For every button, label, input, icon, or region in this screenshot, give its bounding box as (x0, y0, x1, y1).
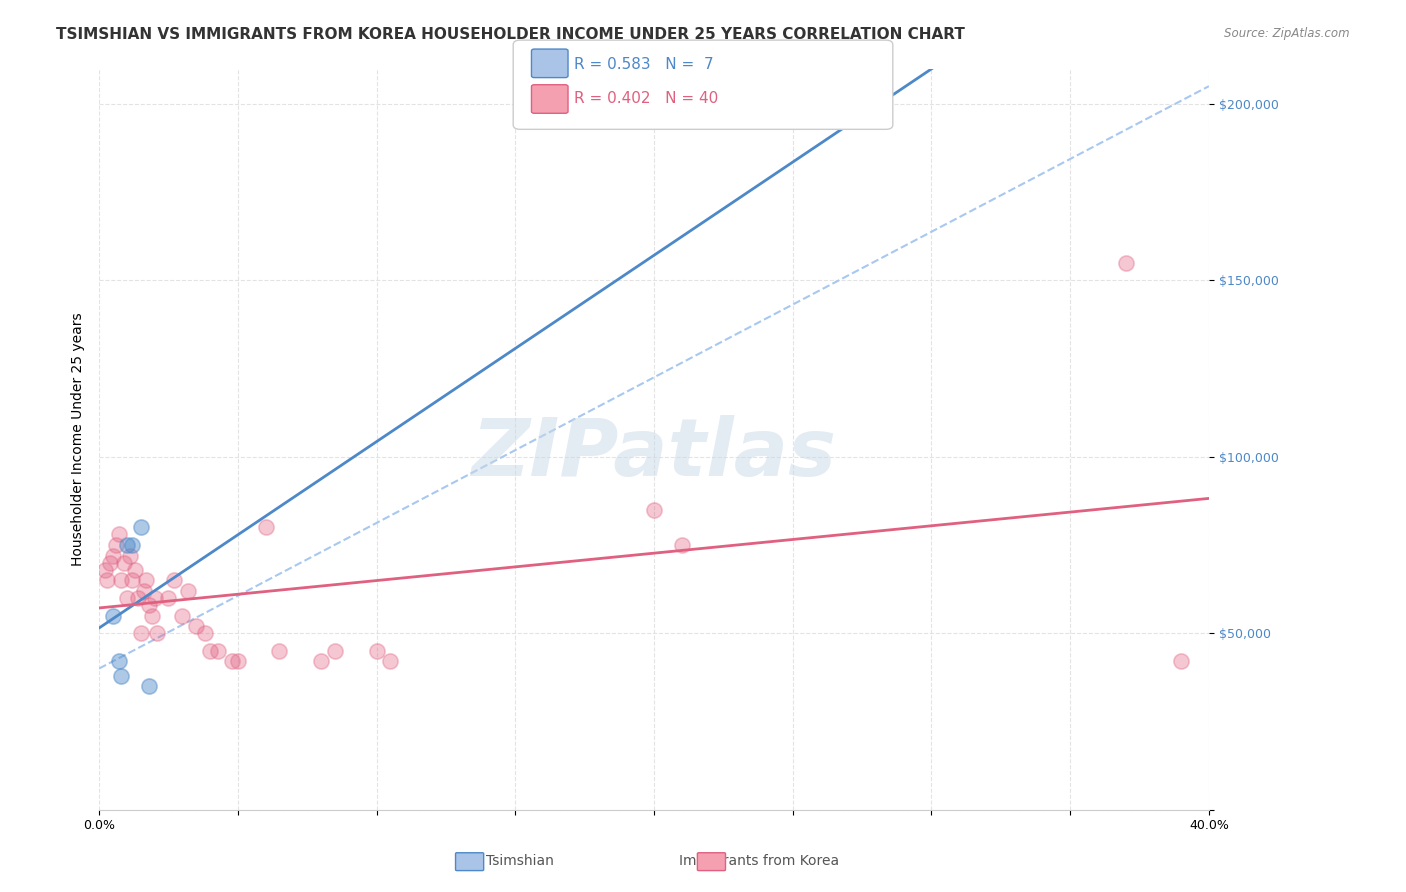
Point (193, 626, 215, 640)
Point (107, 655, 129, 669)
Point (309, 655, 332, 669)
Point (141, 608, 163, 623)
Text: ZIPatlas: ZIPatlas (471, 415, 837, 493)
Point (138, 679, 160, 693)
Point (110, 574, 132, 588)
Point (269, 644, 291, 658)
Point (157, 591, 180, 605)
Point (671, 538, 693, 552)
Point (172, 608, 194, 623)
Point (101, 608, 124, 623)
Text: Source: ZipAtlas.com: Source: ZipAtlas.com (1225, 27, 1350, 40)
Point (124, 563, 146, 577)
Point (177, 583, 200, 598)
Point (135, 574, 157, 588)
Point (380, 655, 402, 669)
Point (221, 655, 243, 669)
Point (254, 520, 277, 534)
Point (115, 538, 138, 552)
Point (226, 655, 249, 669)
Text: R = 0.583   N =  7: R = 0.583 N = 7 (574, 57, 713, 71)
Point (107, 527, 129, 541)
Point (366, 644, 388, 658)
Point (98, 556, 121, 570)
Point (1115, 255, 1137, 269)
Point (118, 549, 141, 563)
Point (323, 644, 346, 658)
Point (110, 668, 132, 682)
Point (127, 591, 149, 605)
Point (112, 556, 135, 570)
Point (101, 549, 124, 563)
Point (643, 502, 665, 516)
Point (121, 574, 143, 588)
Point (146, 626, 169, 640)
Point (143, 591, 166, 605)
Point (129, 626, 152, 640)
Point (93, 563, 115, 577)
Point (163, 574, 186, 588)
Point (115, 591, 138, 605)
Point (186, 619, 208, 633)
Point (104, 538, 127, 552)
Point (1170, 655, 1192, 669)
Point (138, 598, 160, 612)
Point (207, 644, 229, 658)
Text: R = 0.402   N = 40: R = 0.402 N = 40 (574, 91, 718, 105)
Text: Tsimshian: Tsimshian (486, 854, 554, 868)
Point (121, 538, 143, 552)
Point (96, 574, 118, 588)
Point (129, 520, 152, 534)
Point (132, 583, 155, 598)
Text: Immigrants from Korea: Immigrants from Korea (679, 854, 839, 868)
Point (198, 644, 221, 658)
Text: TSIMSHIAN VS IMMIGRANTS FROM KOREA HOUSEHOLDER INCOME UNDER 25 YEARS CORRELATION: TSIMSHIAN VS IMMIGRANTS FROM KOREA HOUSE… (56, 27, 965, 42)
Y-axis label: Householder Income Under 25 years: Householder Income Under 25 years (72, 312, 86, 566)
